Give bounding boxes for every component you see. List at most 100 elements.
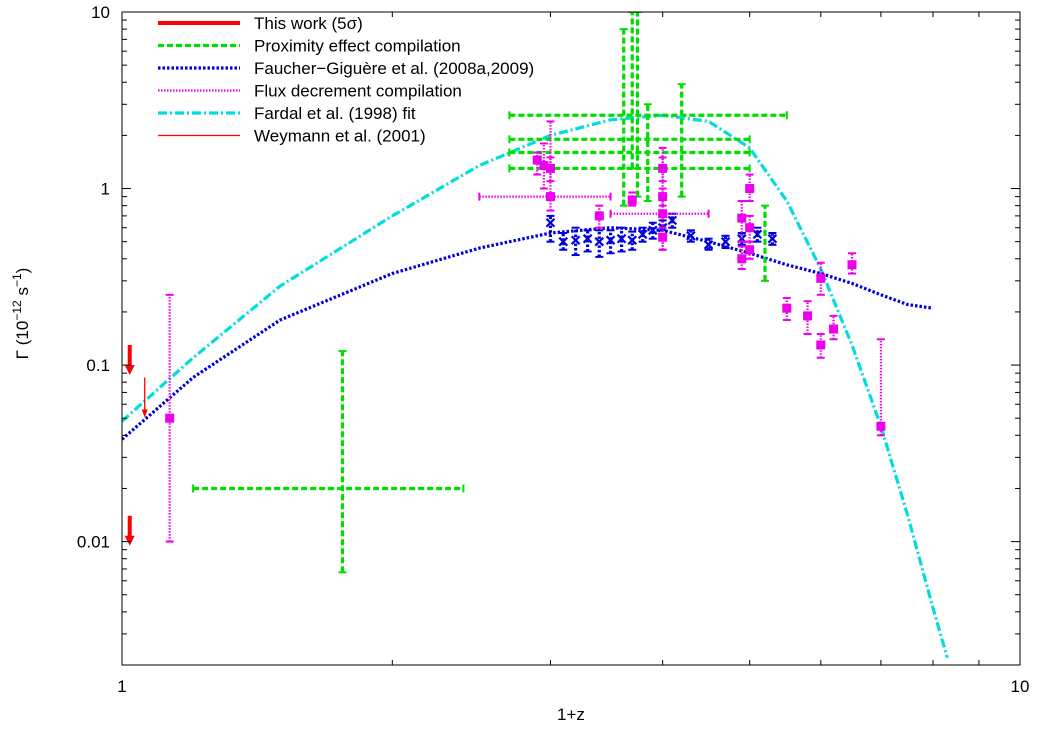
legend-entry: Flux decrement compilation <box>254 82 462 101</box>
arrow-head <box>124 364 135 375</box>
data-point <box>582 229 593 253</box>
point-marker <box>627 195 637 205</box>
point-marker <box>745 245 755 255</box>
point-marker <box>545 192 555 202</box>
data-point <box>619 28 628 207</box>
data-point <box>767 231 778 246</box>
data-point <box>745 173 755 202</box>
legend-entry: Proximity effect compilation <box>254 37 461 56</box>
series-5 <box>141 377 148 418</box>
point-marker <box>558 236 569 247</box>
point-marker <box>767 233 778 244</box>
legend-entry: Faucher−Giguère et al. (2008a,2009) <box>254 59 534 78</box>
data-point <box>165 293 175 543</box>
point-marker <box>745 223 755 233</box>
series-curve-4 <box>122 113 949 659</box>
point-marker <box>658 163 668 173</box>
arrow-head <box>141 409 148 418</box>
data-point <box>616 226 627 253</box>
data-point <box>539 142 549 190</box>
point-marker <box>637 229 648 240</box>
data-point <box>782 296 792 322</box>
point-marker <box>703 240 714 250</box>
legend-entry: Weymann et al. (2001) <box>254 127 426 146</box>
axes: 0.01 0.1 1 10 1 10 <box>77 3 1030 696</box>
y-tick-label: 0.01 <box>77 533 110 552</box>
point-marker <box>667 215 678 226</box>
data-point <box>760 204 769 282</box>
data-point <box>737 245 747 271</box>
data-point <box>508 148 751 157</box>
point-marker <box>570 235 581 245</box>
y-tick-label: 1 <box>101 180 110 199</box>
point-marker <box>816 340 826 350</box>
point-marker <box>647 225 658 236</box>
point-marker <box>594 236 605 247</box>
data-point <box>816 261 826 296</box>
data-point <box>532 151 542 176</box>
point-marker <box>627 235 638 245</box>
point-marker <box>720 236 731 247</box>
x-tick-label: 1 <box>117 677 126 696</box>
y-axis-label-exp1: −12 <box>10 300 24 321</box>
data-point <box>478 120 612 212</box>
data-point <box>745 240 755 260</box>
point-marker <box>594 211 604 221</box>
data-point <box>643 103 652 202</box>
data-point <box>816 332 826 359</box>
legend-entry: This work (5σ) <box>254 14 363 33</box>
data-point <box>627 230 638 251</box>
y-tick-label: 10 <box>91 3 110 22</box>
point-marker <box>616 233 627 244</box>
data-point <box>637 226 648 243</box>
point-marker <box>737 213 747 223</box>
y-axis-label-unit: s <box>13 287 32 300</box>
point-marker <box>165 413 175 423</box>
point-marker <box>829 324 839 334</box>
point-marker <box>737 254 747 264</box>
point-marker <box>782 303 792 313</box>
point-marker <box>532 155 542 165</box>
point-marker <box>658 209 668 219</box>
data-point <box>752 226 763 243</box>
arrow-head <box>124 535 135 546</box>
data-point <box>605 229 616 255</box>
point-marker <box>816 273 826 283</box>
legend-entry: Fardal et al. (1998) fit <box>254 104 416 123</box>
x-axis-label: 1+z <box>557 705 585 724</box>
data-point <box>686 229 696 243</box>
data-point <box>829 314 839 341</box>
data-point <box>594 229 605 258</box>
point-marker <box>745 184 755 194</box>
y-axis-label-main: Γ (10 <box>13 321 32 360</box>
x-tick-label: 10 <box>1011 677 1030 696</box>
y-axis-label-end: ) <box>13 268 32 274</box>
point-marker <box>847 260 857 270</box>
point-marker <box>686 231 696 241</box>
plot-frame <box>121 11 1021 666</box>
data-point <box>658 156 668 183</box>
series-0 <box>124 344 135 546</box>
plot-area <box>122 12 949 659</box>
legend: This work (5σ) Proximity effect compilati… <box>158 14 534 146</box>
data-point <box>545 214 556 243</box>
data-point <box>677 83 686 198</box>
data-point <box>545 156 555 183</box>
point-marker <box>539 161 549 171</box>
data-point <box>508 135 751 144</box>
data-point <box>847 252 857 275</box>
point-marker <box>605 235 616 245</box>
data-point <box>720 234 731 250</box>
point-marker <box>545 163 555 173</box>
point-marker <box>658 192 668 202</box>
data-point <box>803 300 813 335</box>
y-axis-label: Γ (10−12 s−1) <box>10 268 32 360</box>
y-tick-label: 0.1 <box>86 356 110 375</box>
data-point <box>703 237 714 251</box>
y-axis-label-exp2: −1 <box>10 273 24 287</box>
data-point <box>876 338 886 437</box>
series-3 <box>165 120 886 543</box>
data-point <box>667 212 678 229</box>
data-point <box>627 191 637 207</box>
